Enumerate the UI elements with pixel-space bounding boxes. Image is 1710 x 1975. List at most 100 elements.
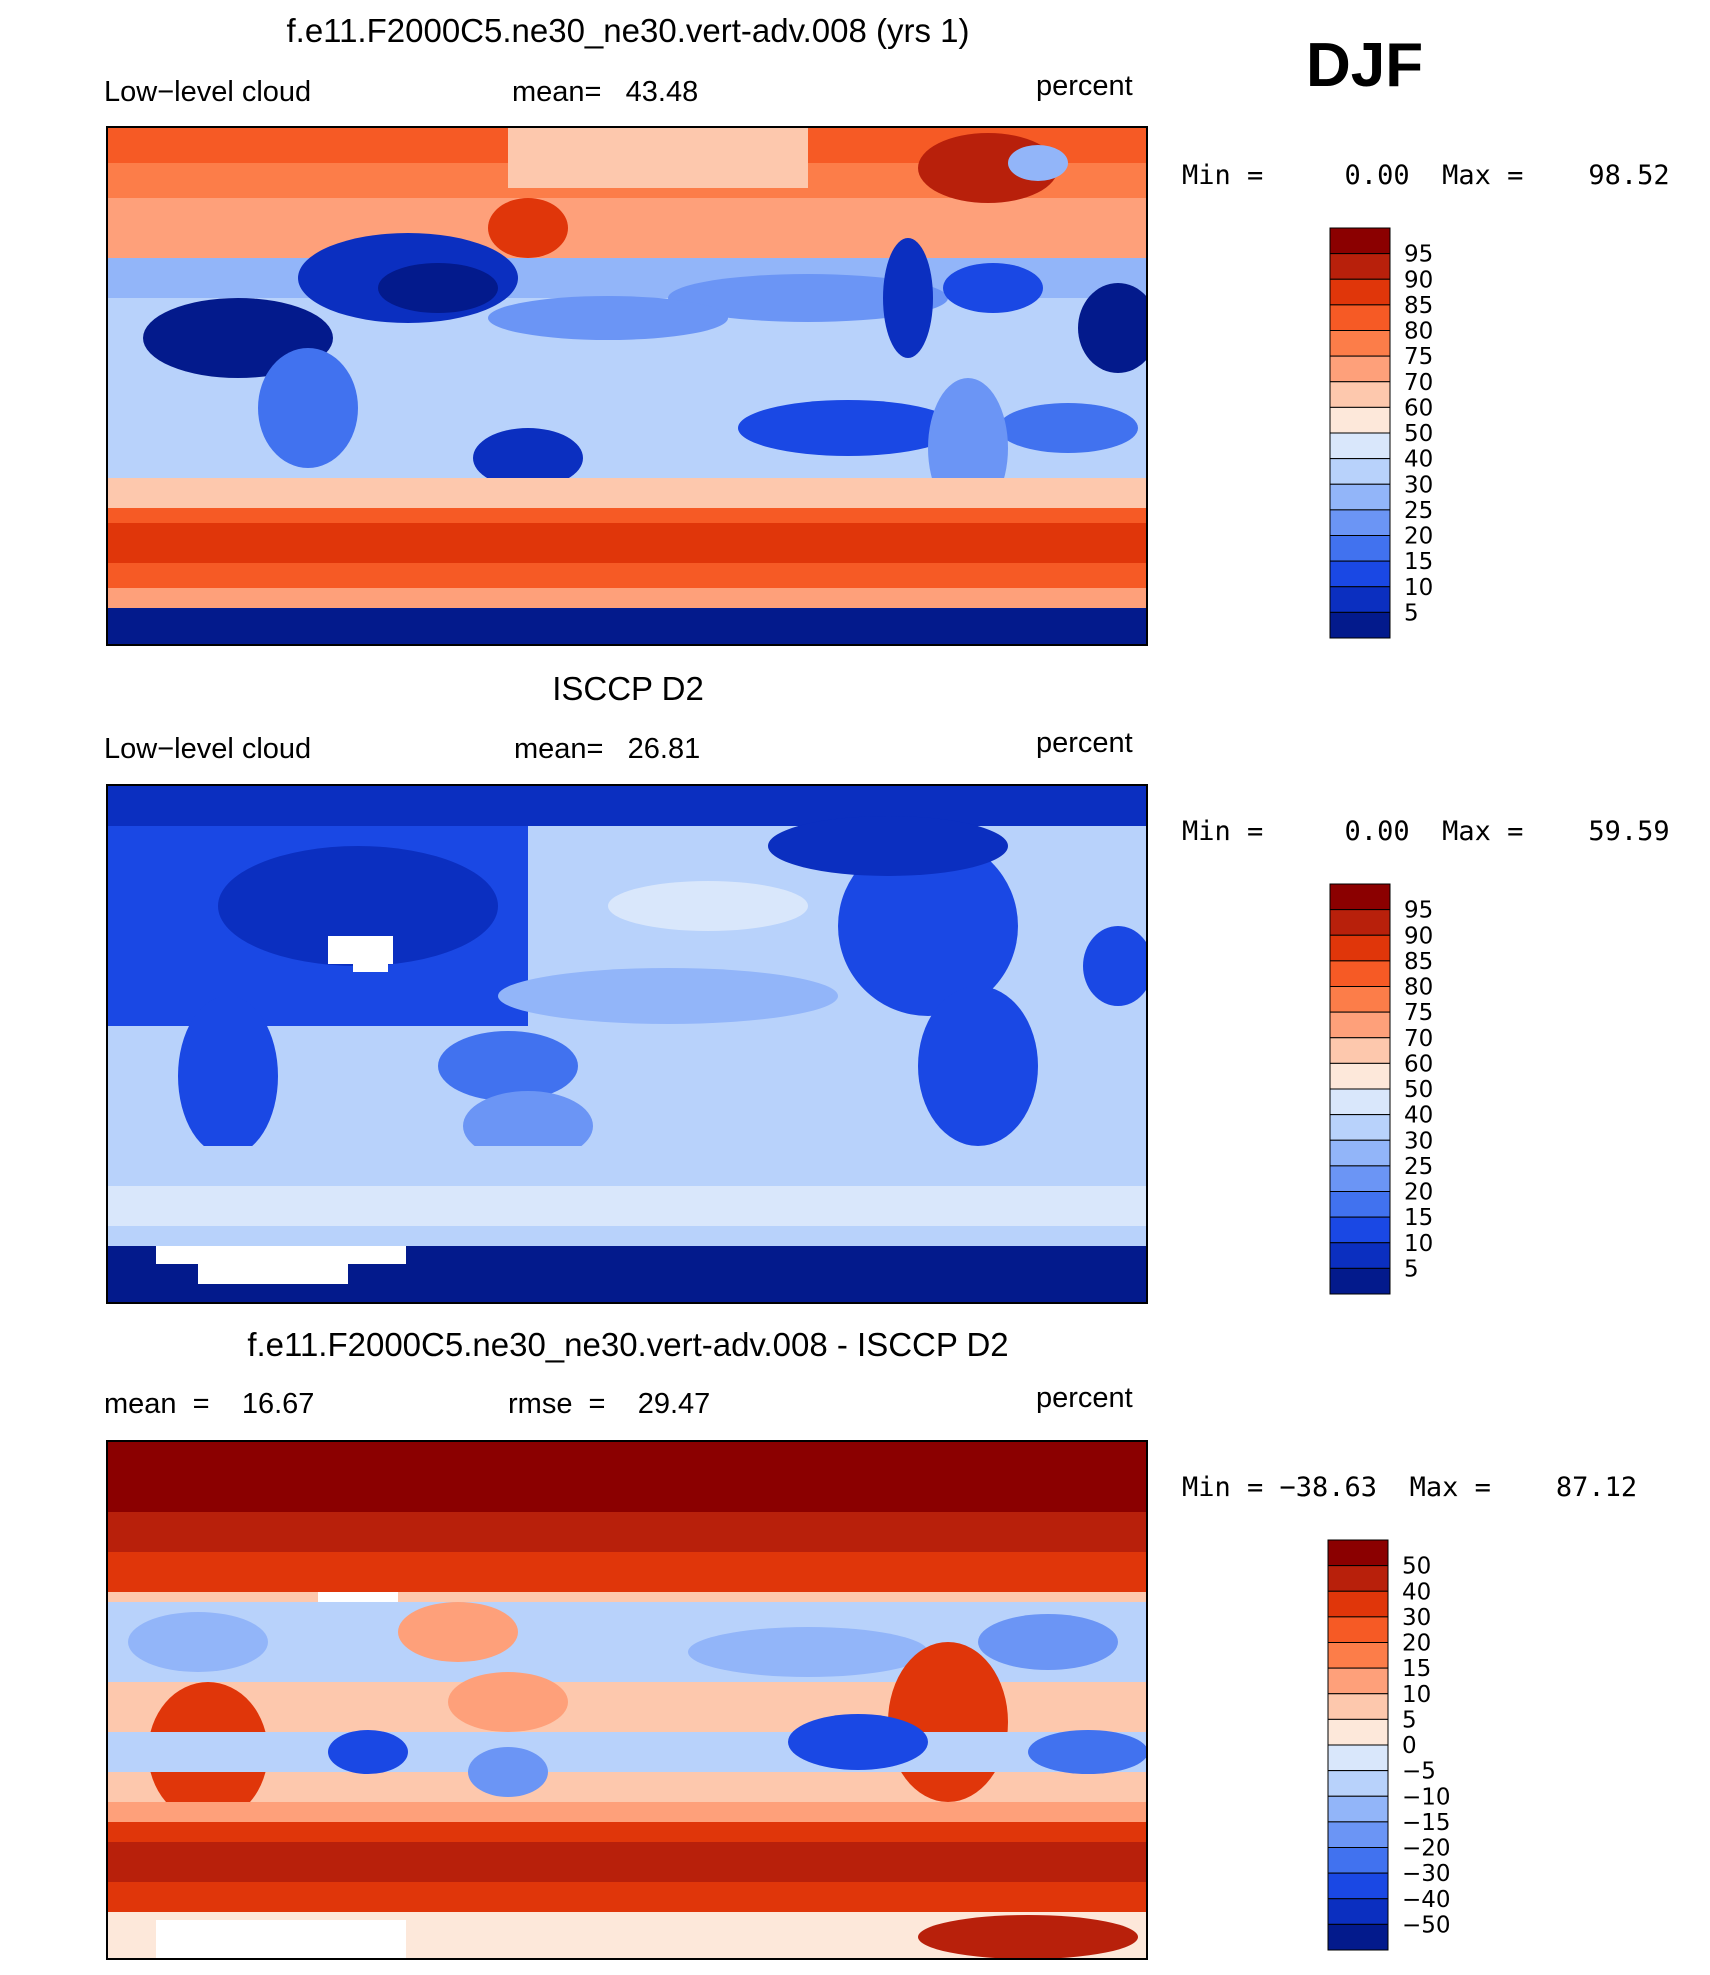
colorbar-tick-label: 10 <box>1404 1231 1433 1257</box>
panel-mean-label: mean = 16.67 <box>104 1388 315 1420</box>
colorbar-swatch <box>1329 406 1391 434</box>
colorbar-tick-label: 20 <box>1404 524 1433 550</box>
colorbar-swatch <box>1329 381 1391 408</box>
colorbar-tick-label: 70 <box>1404 370 1433 396</box>
panel-variable-label: Low−level cloud <box>104 733 312 765</box>
colorbar-tick-label: −10 <box>1402 1784 1451 1810</box>
colorbar-tick-label: 10 <box>1402 1682 1431 1708</box>
panel-min-max: Min = −38.63 Max = 87.12 <box>1182 1472 1638 1503</box>
colorbar-tick-label: 15 <box>1402 1656 1431 1682</box>
colorbar-tick-label: 60 <box>1404 1051 1433 1077</box>
colorbar-swatch <box>1327 1539 1389 1567</box>
colorbar-tick-label: 90 <box>1404 267 1433 293</box>
colorbar-swatch <box>1327 1616 1389 1643</box>
colorbar-swatch <box>1329 278 1391 306</box>
colorbar-swatch <box>1329 1216 1391 1244</box>
colorbar-tick-label: 40 <box>1404 447 1433 473</box>
colorbar-tick-label: 30 <box>1404 1128 1433 1154</box>
colorbar-tick-label: −5 <box>1402 1759 1436 1785</box>
colorbar-swatch <box>1329 909 1391 936</box>
colorbar-swatch <box>1329 586 1391 613</box>
map-model <box>106 126 1148 646</box>
colorbar-swatch <box>1329 1267 1391 1295</box>
colorbar-tick-label: 40 <box>1402 1579 1431 1605</box>
colorbar-tick-label: 20 <box>1404 1180 1433 1206</box>
colorbar-tick-label: −20 <box>1402 1836 1451 1862</box>
colorbar-swatch <box>1327 1847 1389 1874</box>
colorbar-swatch <box>1329 355 1391 383</box>
colorbar-tick-label: 75 <box>1404 344 1433 370</box>
colorbar-swatch <box>1327 1821 1389 1848</box>
map-obs-field <box>108 786 1146 1302</box>
season-label: DJF <box>1306 31 1424 100</box>
colorbar-swatch <box>1329 960 1391 987</box>
colorbar-tick-label: −15 <box>1402 1810 1451 1836</box>
colorbar-tick-label: 50 <box>1404 421 1433 447</box>
colorbar-swatch <box>1329 1088 1391 1116</box>
colorbar-tick-label: 80 <box>1404 319 1433 345</box>
colorbar-swatch <box>1329 934 1391 962</box>
colorbar-tick-label: 80 <box>1404 975 1433 1001</box>
colorbar-model: 95 90 85 80 75 70 60 50 40 30 25 20 15 10 5 <box>1329 227 1490 640</box>
colorbar-tick-label: 5 <box>1404 1256 1419 1282</box>
colorbar-swatch <box>1329 611 1391 639</box>
panel-variable-label: Low−level cloud <box>104 76 312 108</box>
colorbar-tick-label: 85 <box>1404 949 1433 975</box>
colorbar-swatch <box>1327 1744 1389 1772</box>
colorbar-tick-label: 85 <box>1404 293 1433 319</box>
map-diff <box>106 1440 1148 1960</box>
colorbar-swatch <box>1327 1590 1389 1618</box>
panel-units-label: percent <box>1036 70 1133 102</box>
colorbar-swatch <box>1327 1795 1389 1823</box>
colorbar-tick-label: 10 <box>1404 575 1433 601</box>
colorbar-swatch <box>1327 1693 1389 1720</box>
colorbar-swatch <box>1327 1718 1389 1746</box>
colorbar-swatch <box>1327 1872 1389 1900</box>
colorbar-swatch <box>1329 458 1391 485</box>
colorbar-swatch <box>1329 227 1391 255</box>
colorbar-tick-label: 20 <box>1402 1631 1431 1657</box>
colorbar-swatch <box>1329 253 1391 280</box>
colorbar-swatch <box>1327 1898 1389 1925</box>
colorbar-swatch <box>1329 432 1391 460</box>
colorbar-tick-label: −30 <box>1402 1861 1451 1887</box>
colorbar-diff: 50 40 30 20 15 10 5 0 −5 −10 −15 −20 −30 −40 −50 <box>1327 1539 1488 1952</box>
colorbar-tick-label: 25 <box>1404 1154 1433 1180</box>
colorbar-swatch <box>1327 1565 1389 1592</box>
colorbar-tick-label: 95 <box>1404 242 1433 268</box>
colorbar-swatch <box>1329 1011 1391 1039</box>
colorbar-tick-label: 5 <box>1402 1707 1417 1733</box>
colorbar-tick-label: 30 <box>1404 472 1433 498</box>
colorbar-tick-label: 40 <box>1404 1103 1433 1129</box>
colorbar-tick-label: 75 <box>1404 1000 1433 1026</box>
colorbar-swatch <box>1329 883 1391 911</box>
colorbar-tick-label: 0 <box>1402 1733 1417 1759</box>
colorbar-tick-label: 50 <box>1402 1554 1431 1580</box>
colorbar-swatch <box>1327 1642 1389 1669</box>
colorbar-swatch <box>1329 986 1391 1013</box>
map-model-field <box>108 128 1146 644</box>
panel-min-max: Min = 0.00 Max = 59.59 <box>1182 816 1670 847</box>
map-obs <box>106 784 1148 1304</box>
colorbar-swatch <box>1329 1114 1391 1141</box>
colorbar-swatch <box>1329 304 1391 331</box>
colorbar-swatch <box>1327 1667 1389 1695</box>
panel-units-label: percent <box>1036 727 1133 759</box>
colorbar-swatch <box>1329 483 1391 511</box>
colorbar-tick-label: 90 <box>1404 923 1433 949</box>
panel-rmse-label: rmse = 29.47 <box>508 1388 711 1420</box>
colorbar-swatch <box>1329 1165 1391 1192</box>
colorbar-swatch <box>1329 1191 1391 1218</box>
panel-units-label: percent <box>1036 1382 1133 1414</box>
colorbar-swatch <box>1329 560 1391 588</box>
colorbar-tick-label: 15 <box>1404 1205 1433 1231</box>
colorbar-tick-label: 60 <box>1404 395 1433 421</box>
colorbar-tick-label: 50 <box>1404 1077 1433 1103</box>
colorbar-swatch <box>1329 1062 1391 1090</box>
colorbar-swatch <box>1329 1037 1391 1064</box>
colorbar-tick-label: 5 <box>1404 600 1419 626</box>
panel-min-max: Min = 0.00 Max = 98.52 <box>1182 160 1670 191</box>
colorbar-tick-label: −40 <box>1402 1887 1451 1913</box>
panel-title-obs: ISCCP D2 <box>552 670 704 707</box>
colorbar-tick-label: 70 <box>1404 1026 1433 1052</box>
